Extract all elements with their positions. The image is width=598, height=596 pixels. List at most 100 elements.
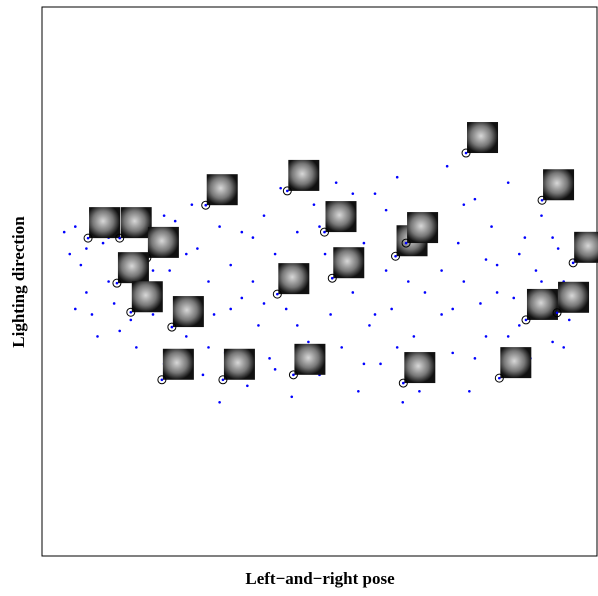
point xyxy=(495,263,499,267)
point xyxy=(412,335,416,338)
point xyxy=(79,263,83,267)
point xyxy=(86,236,90,240)
face-thumbnail xyxy=(325,201,357,233)
highlighted-point xyxy=(521,315,531,325)
point xyxy=(173,219,177,223)
point xyxy=(340,346,344,349)
point xyxy=(240,230,244,234)
highlighted-point xyxy=(568,258,578,268)
highlighted-point xyxy=(112,278,122,288)
point xyxy=(62,230,66,234)
point xyxy=(473,197,477,201)
point xyxy=(90,313,94,316)
point xyxy=(551,340,554,344)
point xyxy=(330,276,334,280)
face-thumbnail xyxy=(131,281,163,313)
point xyxy=(395,175,399,179)
face-thumbnail xyxy=(467,122,499,154)
point xyxy=(307,340,310,344)
point xyxy=(518,324,521,327)
point xyxy=(404,241,408,245)
point xyxy=(368,324,371,327)
plot-frame xyxy=(41,6,598,557)
point xyxy=(484,258,488,261)
point xyxy=(384,269,388,272)
point xyxy=(96,335,99,338)
point xyxy=(351,192,355,195)
point xyxy=(451,307,455,311)
point xyxy=(312,203,316,206)
point xyxy=(440,269,443,272)
point xyxy=(229,307,232,311)
point xyxy=(540,280,543,283)
point xyxy=(240,296,244,300)
point xyxy=(74,225,77,228)
point xyxy=(498,376,501,380)
point xyxy=(276,292,279,296)
point xyxy=(357,390,360,393)
point xyxy=(151,313,155,316)
point xyxy=(229,263,232,267)
point xyxy=(384,208,388,212)
highlighted-point xyxy=(391,251,401,261)
point xyxy=(185,252,188,256)
point xyxy=(168,269,171,272)
point xyxy=(462,280,466,283)
point xyxy=(479,302,482,305)
point xyxy=(464,151,468,155)
point xyxy=(473,357,477,360)
point xyxy=(68,252,72,256)
highlighted-point xyxy=(126,307,136,317)
face-thumbnail xyxy=(120,207,152,239)
highlighted-point xyxy=(218,375,228,385)
point xyxy=(334,181,338,184)
point xyxy=(555,311,559,315)
highlighted-point xyxy=(288,370,298,380)
point xyxy=(151,269,155,272)
point xyxy=(394,254,397,258)
point xyxy=(562,346,565,349)
face-thumbnail xyxy=(500,347,532,379)
face-thumbnail xyxy=(278,263,310,295)
point xyxy=(440,313,443,316)
highlighted-point xyxy=(401,238,411,248)
point xyxy=(212,313,216,316)
point xyxy=(351,291,355,294)
point xyxy=(402,381,405,385)
point xyxy=(524,318,528,322)
point xyxy=(418,390,421,393)
face-thumbnail xyxy=(404,352,436,384)
point xyxy=(484,335,488,338)
highlighted-point xyxy=(157,375,167,385)
highlighted-point xyxy=(115,233,125,243)
point xyxy=(286,189,289,193)
point xyxy=(262,214,266,217)
highlighted-point xyxy=(272,289,282,299)
point xyxy=(495,291,499,294)
point xyxy=(362,362,366,366)
face-thumbnail xyxy=(172,296,204,328)
highlighted-point xyxy=(319,227,329,237)
point xyxy=(74,307,77,311)
y-axis-label: Lighting direction xyxy=(9,216,28,348)
point xyxy=(257,324,260,327)
point xyxy=(251,236,255,239)
face-thumbnail xyxy=(526,288,558,320)
point xyxy=(445,164,449,168)
highlighted-point xyxy=(167,322,177,332)
face-thumbnail xyxy=(574,231,598,263)
point xyxy=(506,181,510,184)
point xyxy=(112,302,116,305)
point xyxy=(390,307,393,311)
point xyxy=(204,203,208,207)
point xyxy=(373,192,377,195)
point xyxy=(185,335,188,338)
marks xyxy=(62,122,598,404)
point xyxy=(395,346,399,349)
point xyxy=(456,241,460,245)
point xyxy=(118,329,121,333)
face-thumbnail xyxy=(407,212,439,244)
point xyxy=(323,230,326,234)
point xyxy=(462,203,466,206)
